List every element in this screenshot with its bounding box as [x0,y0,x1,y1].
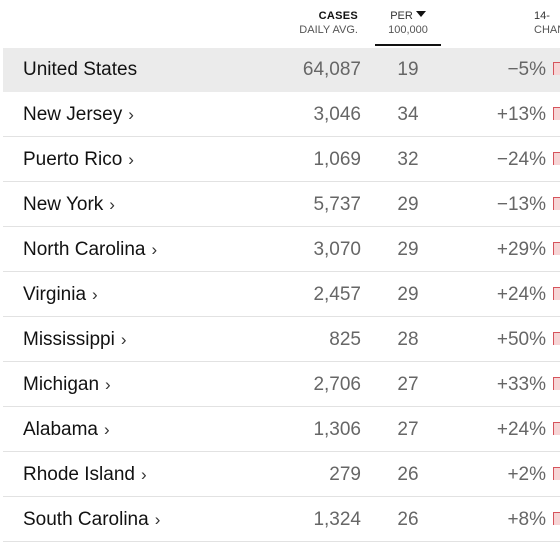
chevron-right-icon: › [151,240,158,259]
row-name-label: Puerto Rico [23,149,123,170]
chevron-right-icon: › [128,150,134,169]
table-row[interactable]: New Jersey › 3,046 34 +13% [3,93,560,137]
trend-sparkline [553,287,560,300]
row-per-100k: 29 [397,284,419,305]
table-row[interactable]: New York › 5,737 29 −13% [3,183,560,227]
row-name-label: United States [23,59,138,80]
column-header-per-title: PER [390,10,413,22]
chevron-right-icon: › [154,510,161,529]
row-per-100k: 19 [397,59,419,80]
row-per-100k: 34 [397,104,419,125]
row-name-label: Mississippi [23,329,115,350]
row-per-100k: 26 [397,464,419,485]
trend-sparkline [553,197,560,210]
row-cases-daily-avg: 3,070 [313,239,361,260]
row-per-100k: 27 [397,374,419,395]
trend-sparkline [553,242,560,255]
row-14-day-change: −5% [507,59,546,80]
row-name[interactable]: Michigan › [23,373,111,397]
row-name-label: South Carolina [23,509,149,530]
active-sort-underline [375,44,441,46]
row-per-100k: 29 [397,239,419,260]
trend-sparkline [553,332,560,345]
row-name[interactable]: Puerto Rico › [23,148,134,172]
trend-sparkline [553,422,560,435]
column-header-cases-title: CASES [318,10,358,22]
row-name-label: Michigan [23,374,100,395]
table-row[interactable]: Virginia › 2,457 29 +24% [3,273,560,317]
table-row-national: United States 64,087 19 −5% [3,48,560,92]
row-14-day-change: +24% [496,284,546,305]
column-header-per-subtitle: 100,000 [388,24,428,36]
row-name[interactable]: South Carolina › [23,508,160,532]
row-cases-daily-avg: 279 [329,464,361,485]
chevron-right-icon: › [92,285,98,304]
table-row[interactable]: South Carolina › 1,324 26 +8% [3,498,560,542]
row-name[interactable]: New Jersey › [23,103,134,127]
row-cases-daily-avg: 5,737 [313,194,361,215]
row-name[interactable]: Rhode Island › [23,463,147,487]
row-14-day-change: +29% [496,239,546,260]
row-name: United States [23,58,137,82]
table-row[interactable]: Alabama › 1,306 27 +24% [3,408,560,452]
row-name-label: Alabama [23,419,98,440]
row-name[interactable]: Alabama › [23,418,110,442]
row-cases-daily-avg: 1,069 [313,149,361,170]
row-14-day-change: +50% [496,329,546,350]
chevron-right-icon: › [104,420,110,439]
trend-sparkline [553,512,560,525]
row-name[interactable]: North Carolina › [23,238,157,262]
row-name[interactable]: Virginia › [23,283,98,307]
trend-sparkline [553,107,560,120]
row-cases-daily-avg: 2,706 [313,374,361,395]
table-header: CASES DAILY AVG. PER 100,000 14- CHAN [0,0,560,48]
column-header-change-title: 14- [534,10,550,22]
row-name[interactable]: Mississippi › [23,328,127,352]
row-name[interactable]: New York › [23,193,115,217]
table-row[interactable]: Michigan › 2,706 27 +33% [3,363,560,407]
row-cases-daily-avg: 2,457 [313,284,361,305]
column-header-cases[interactable]: CASES DAILY AVG. [299,9,358,37]
row-cases-daily-avg: 1,306 [313,419,361,440]
row-cases-daily-avg: 825 [329,329,361,350]
table-row[interactable]: Mississippi › 825 28 +50% [3,318,560,362]
row-cases-daily-avg: 1,324 [313,509,361,530]
column-header-change-subtitle: CHAN [534,24,560,36]
chevron-right-icon: › [140,465,147,484]
row-14-day-change: +8% [507,509,546,530]
row-14-day-change: +2% [507,464,546,485]
column-header-cases-subtitle: DAILY AVG. [299,24,358,36]
row-name-label: Rhode Island [23,464,135,485]
row-cases-daily-avg: 3,046 [313,104,361,125]
column-header-per-100k[interactable]: PER 100,000 [375,9,441,37]
trend-sparkline [553,377,560,390]
caret-down-icon [415,11,426,17]
trend-sparkline [553,152,560,165]
trend-sparkline [553,467,560,480]
row-per-100k: 26 [397,509,419,530]
table-row[interactable]: Puerto Rico › 1,069 32 −24% [3,138,560,182]
row-per-100k: 27 [397,419,419,440]
row-name-label: New York [23,194,104,215]
chevron-right-icon: › [120,330,127,349]
row-14-day-change: +13% [496,104,546,125]
row-per-100k: 32 [397,149,419,170]
row-14-day-change: −13% [496,194,546,215]
row-per-100k: 29 [397,194,419,215]
row-per-100k: 28 [397,329,419,350]
chevron-right-icon: › [109,195,115,214]
chevron-right-icon: › [105,375,111,394]
row-name-label: Virginia [23,284,87,305]
chevron-right-icon: › [128,105,134,124]
row-name-label: New Jersey [23,104,123,125]
column-header-change[interactable]: 14- CHAN [534,9,560,37]
table-row[interactable]: North Carolina › 3,070 29 +29% [3,228,560,272]
row-name-label: North Carolina [23,239,146,260]
row-14-day-change: +24% [496,419,546,440]
trend-sparkline [553,62,560,75]
table-row[interactable]: Rhode Island › 279 26 +2% [3,453,560,497]
row-cases-daily-avg: 64,087 [302,59,361,80]
row-14-day-change: +33% [496,374,546,395]
row-14-day-change: −24% [496,149,546,170]
